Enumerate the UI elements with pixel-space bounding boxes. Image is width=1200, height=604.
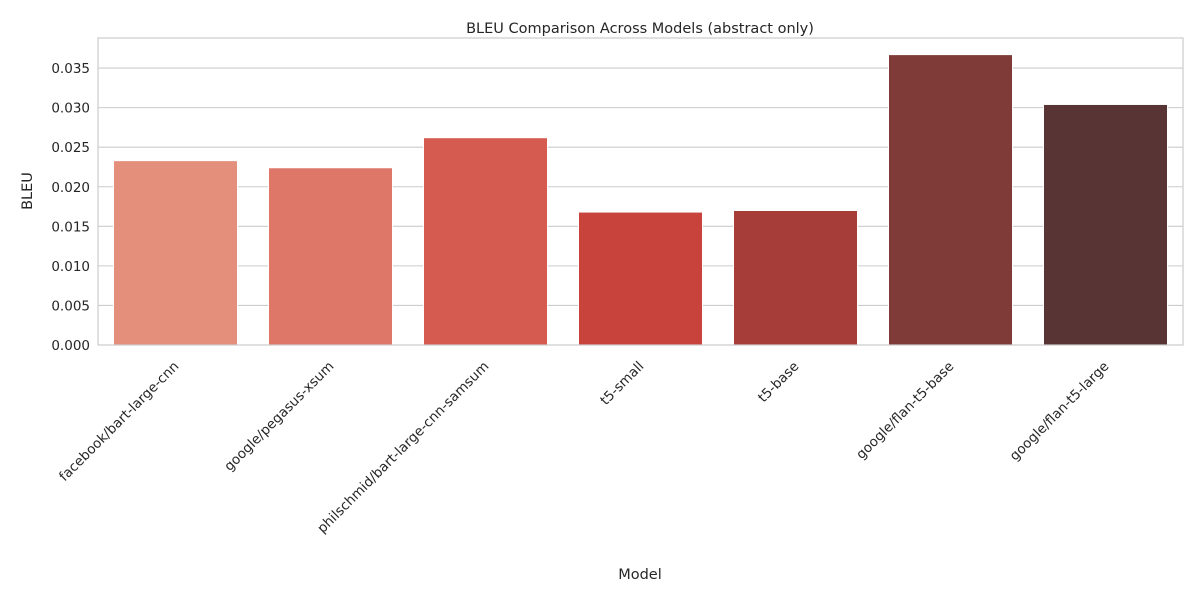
bar-google-pegasus-xsum: [268, 167, 393, 346]
bar-google-flan-t5-base: [888, 54, 1013, 346]
y-tick-label: 0.005: [51, 298, 90, 314]
bar-facebook-bart-large-cnn: [113, 160, 238, 346]
y-axis-label: BLEU: [20, 172, 36, 210]
y-tick-label: 0.015: [51, 219, 90, 235]
plot-frame: [97, 37, 1184, 346]
bars: [113, 54, 1168, 346]
y-tick-label: 0.010: [51, 259, 90, 275]
bar-philschmid-bart-large-cnn-samsum: [423, 137, 548, 346]
bar-t5-base: [733, 209, 858, 346]
y-tick-labels: 0.000 0.005 0.010 0.015 0.020 0.025 0.030 0.035: [51, 61, 90, 354]
y-tick-label: 0.000: [51, 338, 90, 354]
y-tick-label: 0.025: [51, 140, 90, 156]
bar-google-flan-t5-large: [1043, 103, 1168, 346]
bar-t5-small: [578, 211, 703, 346]
x-axis-label: Model: [618, 567, 662, 583]
y-tick-label: 0.020: [51, 180, 90, 196]
y-tick-label: 0.035: [51, 61, 90, 77]
y-tick-label: 0.030: [51, 101, 90, 117]
chart-title: BLEU Comparison Across Models (abstract …: [466, 21, 814, 37]
